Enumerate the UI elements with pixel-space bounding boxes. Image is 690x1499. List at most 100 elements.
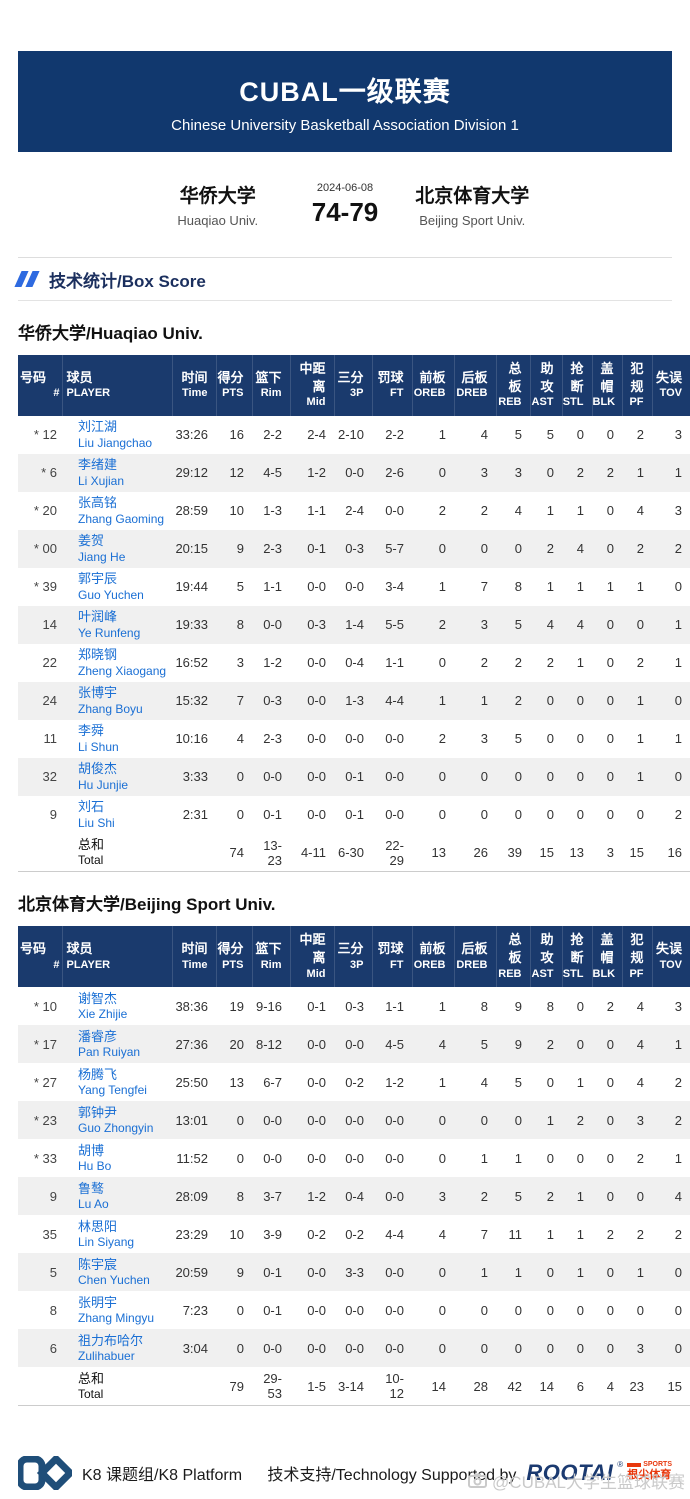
total-stat-value: 13 xyxy=(431,845,446,861)
stat-value: 0-0 xyxy=(307,693,326,709)
stat-value: 0 xyxy=(674,579,682,595)
stat-value: 0-2 xyxy=(307,1226,326,1242)
stat-value: 0 xyxy=(606,693,614,709)
stat-value: 0 xyxy=(438,769,446,785)
player-row: 9 鲁骜 Lu Ao 28:09 8 3-7 1-2 0-4 0-0 3 2 5 2 1 0 0 4 xyxy=(18,1177,690,1216)
column-header-blk: 盖帽 BLK xyxy=(592,355,623,416)
total-stat-value: 26 xyxy=(473,845,488,861)
stat-value: 0 xyxy=(674,693,682,709)
stat-value: 0 xyxy=(236,807,244,823)
column-header-dreb: 后板 DREB xyxy=(454,926,497,988)
box-score-section-header: 技术统计/Box Score xyxy=(14,258,672,301)
stat-value: 2 xyxy=(438,731,446,747)
league-banner: CUBAL一级联赛 Chinese University Basketball … xyxy=(18,51,672,152)
player-name[interactable]: 姜贺 Jiang He xyxy=(78,533,126,564)
home-team: 华侨大学 Huaqiao Univ. xyxy=(158,181,278,228)
player-name[interactable]: 林思阳 Lin Siyang xyxy=(78,1218,135,1249)
stat-value: 0 xyxy=(546,465,554,481)
player-name[interactable]: 刘江湖 Liu Jiangchao xyxy=(78,419,153,450)
stat-value: 3 xyxy=(636,1112,644,1128)
stat-value: 0 xyxy=(576,693,584,709)
stat-value: 1 xyxy=(674,731,682,747)
stat-value: 2 xyxy=(438,503,446,519)
stat-value: 0-1 xyxy=(263,1302,282,1318)
player-name[interactable]: 鲁骜 Lu Ao xyxy=(78,1180,109,1211)
stat-value: 8-12 xyxy=(255,1036,282,1052)
player-name[interactable]: 刘石 Liu Shi xyxy=(78,799,115,830)
player-row: 32 胡俊杰 Hu Junjie 3:33 0 0-0 0-0 0-1 0-0 0 0 0 0 0 0 1 0 xyxy=(18,757,690,796)
stat-value: 3:33 xyxy=(182,769,208,785)
stat-value: 5-7 xyxy=(385,541,404,557)
total-row: 总和 Total 74 13-23 4-11 6-30 22-29 13 26 39 15 13 3 15… xyxy=(18,833,690,872)
total-stat-value: 13-23 xyxy=(263,837,282,868)
stat-value: 2 xyxy=(674,1074,682,1090)
stat-value: 0-4 xyxy=(345,1188,364,1204)
player-name[interactable]: 张博宇 Zhang Boyu xyxy=(78,685,143,716)
player-name[interactable]: 李绪建 Li Xujian xyxy=(78,457,125,488)
player-name[interactable]: 郑晓钢 Zheng Xiaogang xyxy=(78,647,167,678)
stat-value: 9 xyxy=(514,998,522,1014)
stat-value: 28:09 xyxy=(175,1188,208,1204)
league-subtitle: Chinese University Basketball Associatio… xyxy=(171,116,519,134)
stat-value: 4 xyxy=(438,1226,446,1242)
stat-value: 0-3 xyxy=(307,617,326,633)
stat-value: 15:32 xyxy=(175,693,208,709)
stat-value: 0 xyxy=(606,807,614,823)
column-header-player: 球员 PLAYER xyxy=(62,926,173,988)
stat-value: 4 xyxy=(636,1074,644,1090)
player-name[interactable]: 张高铭 Zhang Gaoming xyxy=(78,495,165,526)
player-name[interactable]: 祖力布哈尔 Zulihabuer xyxy=(78,1332,144,1363)
player-name[interactable]: 叶润峰 Ye Runfeng xyxy=(78,609,141,640)
column-header-#: 号码 # xyxy=(18,926,63,988)
stat-value: 4 xyxy=(546,617,554,633)
stat-value: 0-4 xyxy=(345,655,364,671)
stat-value: 0 xyxy=(606,1074,614,1090)
stat-value: 5 xyxy=(480,1036,488,1052)
stat-value: 0 xyxy=(546,1150,554,1166)
stat-value: 1-4 xyxy=(345,617,364,633)
stat-value: 0 xyxy=(438,1302,446,1318)
stat-value: 1-2 xyxy=(263,655,282,671)
stat-value: 0-0 xyxy=(345,1302,364,1318)
player-name[interactable]: 张明宇 Zhang Mingyu xyxy=(78,1294,155,1325)
stat-value: 3-7 xyxy=(263,1188,282,1204)
stat-value: 0-0 xyxy=(307,1150,326,1166)
player-name[interactable]: 潘睿彦 Pan Ruiyan xyxy=(78,1028,141,1059)
stat-value: 0-0 xyxy=(385,769,404,785)
stat-value: 2 xyxy=(674,807,682,823)
player-name[interactable]: 谢智杰 Xie Zhijie xyxy=(78,990,128,1021)
stat-value: 10 xyxy=(229,503,244,519)
league-title: CUBAL一级联赛 xyxy=(239,76,451,107)
stat-value: 2 xyxy=(636,1226,644,1242)
player-name[interactable]: 胡博 Hu Bo xyxy=(78,1142,112,1173)
player-row: 11 李舜 Li Shun 10:16 4 2-3 0-0 0-0 0-0 2 3 5 0 0 0 1 1 xyxy=(18,720,690,758)
player-name[interactable]: 郭宇辰 Guo Yuchen xyxy=(78,571,144,602)
stat-value: 0-1 xyxy=(263,1264,282,1280)
stat-value: 0 xyxy=(636,1188,644,1204)
stat-value: 0 xyxy=(236,769,244,785)
stat-value: 23:29 xyxy=(175,1226,208,1242)
stat-value: 19 xyxy=(229,998,244,1014)
player-row: * 10 谢智杰 Xie Zhijie 38:36 19 9-16 0-1 0-3 1-1 1 8 9… xyxy=(18,987,690,1025)
player-name[interactable]: 胡俊杰 Hu Junjie xyxy=(78,761,129,792)
stat-value: 4-4 xyxy=(385,1226,404,1242)
stat-value: 1 xyxy=(546,1112,554,1128)
player-name[interactable]: 陈宇宸 Chen Yuchen xyxy=(78,1256,150,1287)
player-name[interactable]: 杨腾飞 Yang Tengfei xyxy=(78,1066,147,1097)
stat-value: 9 xyxy=(514,1036,522,1052)
watermark: @CUBAL大学生篮球联赛 xyxy=(468,1468,685,1493)
stat-value: 5-5 xyxy=(385,617,404,633)
player-name[interactable]: 郭钟尹 Guo Zhongyin xyxy=(78,1104,154,1135)
stat-value: 0-0 xyxy=(307,579,326,595)
stat-value: 0 xyxy=(674,1302,682,1318)
column-header-mid: 中距离 Mid xyxy=(290,926,335,988)
total-stat-value: 14 xyxy=(539,1378,554,1394)
player-name[interactable]: 李舜 Li Shun xyxy=(78,723,119,754)
stat-value: 0-0 xyxy=(345,1340,364,1356)
stat-value: 4 xyxy=(480,1074,488,1090)
total-stat-value: 10-12 xyxy=(385,1371,404,1402)
total-stat-value: 15 xyxy=(539,845,554,861)
player-row: 14 叶润峰 Ye Runfeng 19:33 8 0-0 0-3 1-4 5-5 2 3 5 4 4 0 0… xyxy=(18,605,690,644)
stat-value: 11:52 xyxy=(176,1150,208,1166)
column-header-tov: 失误 TOV xyxy=(652,355,690,416)
